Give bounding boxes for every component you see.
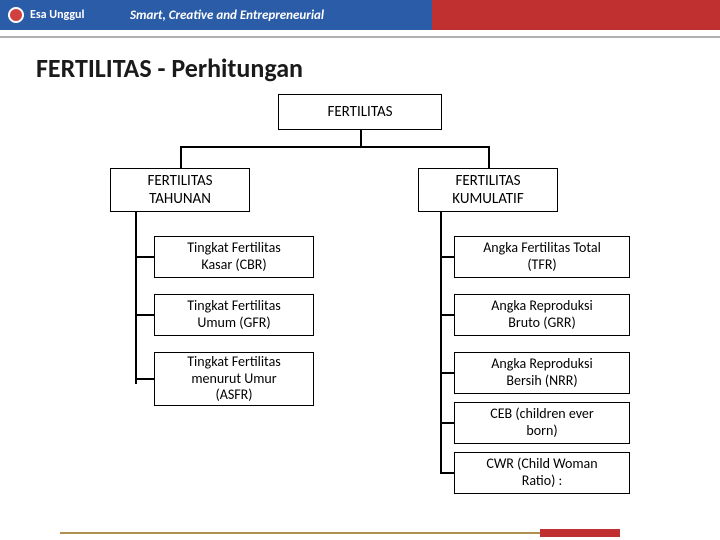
node-root: FERTILITAS — [278, 94, 442, 130]
connector — [180, 146, 182, 168]
node-left-child-1: Tingkat Fertilitas Umum (GFR) — [154, 294, 314, 336]
node-label: FERTILITAS — [147, 172, 212, 190]
node-label: Angka Reproduksi — [491, 298, 592, 315]
connector — [135, 314, 154, 316]
connector — [440, 212, 442, 474]
node-right-child-1: Angka Reproduksi Bruto (GRR) — [454, 294, 630, 336]
connector — [488, 146, 490, 168]
connector — [135, 256, 154, 258]
node-root-label: FERTILITAS — [327, 103, 392, 121]
node-label: born) — [526, 423, 557, 440]
connector — [440, 472, 454, 474]
node-label: Tingkat Fertilitas — [187, 298, 281, 315]
logo-area: Esa Unggul — [0, 7, 120, 23]
node-label: Angka Reproduksi — [491, 356, 592, 373]
node-label: Ratio) : — [522, 473, 563, 490]
node-label: CWR (Child Woman — [486, 456, 597, 473]
node-label: (TFR) — [527, 257, 556, 274]
footer-divider — [60, 532, 620, 534]
node-label: Tingkat Fertilitas — [187, 354, 281, 371]
university-name: Esa Unggul — [30, 8, 84, 22]
footer-accent — [540, 529, 620, 537]
page-title: FERTILITAS - Perhitungan — [36, 52, 720, 84]
org-chart: FERTILITAS FERTILITAS TAHUNAN FERTILITAS… — [0, 94, 720, 524]
node-label: Angka Fertilitas Total — [483, 240, 601, 257]
connector — [360, 130, 362, 146]
node-label: menurut Umur — [191, 371, 276, 388]
node-left-child-2: Tingkat Fertilitas menurut Umur (ASFR) — [154, 352, 314, 406]
node-left-parent: FERTILITAS TAHUNAN — [110, 168, 250, 212]
node-label: (ASFR) — [215, 387, 252, 404]
connector — [440, 256, 454, 258]
node-right-child-0: Angka Fertilitas Total (TFR) — [454, 236, 630, 278]
node-label: Tingkat Fertilitas — [187, 240, 281, 257]
connector — [180, 146, 488, 148]
node-label: KUMULATIF — [452, 190, 523, 208]
connector — [440, 422, 454, 424]
connector — [135, 212, 137, 384]
node-label: Kasar (CBR) — [201, 257, 266, 274]
header-bar: Esa Unggul Smart, Creative and Entrepren… — [0, 0, 720, 30]
header-divider — [0, 36, 720, 38]
logo-icon — [8, 7, 24, 23]
node-label: Umum (GFR) — [197, 315, 270, 332]
node-label: CEB (children ever — [490, 406, 594, 423]
connector — [440, 372, 454, 374]
node-right-parent: FERTILITAS KUMULATIF — [418, 168, 558, 212]
connector — [135, 378, 154, 380]
node-right-child-3: CEB (children ever born) — [454, 402, 630, 444]
node-right-child-4: CWR (Child Woman Ratio) : — [454, 452, 630, 494]
node-left-child-0: Tingkat Fertilitas Kasar (CBR) — [154, 236, 314, 278]
connector — [440, 314, 454, 316]
tagline: Smart, Creative and Entrepreneurial — [130, 8, 324, 23]
node-label: FERTILITAS — [455, 172, 520, 190]
node-right-child-2: Angka Reproduksi Bersih (NRR) — [454, 352, 630, 394]
node-label: TAHUNAN — [149, 190, 211, 208]
node-label: Bruto (GRR) — [508, 315, 575, 332]
node-label: Bersih (NRR) — [506, 373, 577, 390]
